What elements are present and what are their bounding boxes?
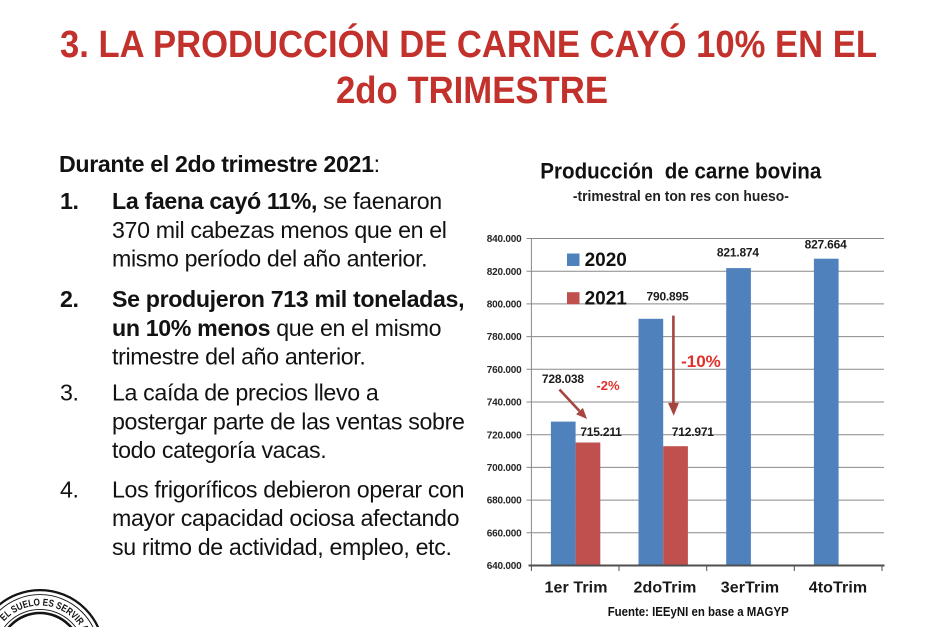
svg-text:740.000: 740.000 <box>487 398 522 409</box>
svg-text:4toTrim: 4toTrim <box>809 580 868 597</box>
svg-text:640.000: 640.000 <box>487 561 522 572</box>
svg-text:un 10% menos que en el mismo: un 10% menos que en el mismo <box>112 315 441 341</box>
svg-text:720.000: 720.000 <box>487 430 522 441</box>
svg-text:postergar parte de las ventas: postergar parte de las ventas sobre <box>112 408 465 434</box>
svg-text:trimestre del año anterior.: trimestre del año anterior. <box>112 344 365 370</box>
svg-text:728.038: 728.038 <box>542 372 585 386</box>
svg-text:La caída de precios llevo a: La caída de precios llevo a <box>112 380 379 406</box>
svg-text:3. LA PRODUCCIÓN DE CARNE CAYÓ: 3. LA PRODUCCIÓN DE CARNE CAYÓ 10% EN EL <box>60 22 877 66</box>
svg-text:su ritmo de actividad, empleo,: su ritmo de actividad, empleo, etc. <box>112 534 452 560</box>
svg-text:-trimestral en ton res con hue: -trimestral en ton res con hueso- <box>573 188 789 205</box>
svg-text:3erTrim: 3erTrim <box>721 580 780 597</box>
svg-text:760.000: 760.000 <box>487 365 522 376</box>
svg-text:800.000: 800.000 <box>487 300 522 311</box>
svg-text:680.000: 680.000 <box>487 496 522 507</box>
svg-text:3.: 3. <box>60 380 79 406</box>
svg-text:mismo período del año anterior: mismo período del año anterior. <box>112 246 427 272</box>
svg-text:-10%: -10% <box>681 352 721 371</box>
svg-text:Durante el 2do trimestre 2021:: Durante el 2do trimestre 2021: <box>59 151 380 177</box>
svg-text:827.664: 827.664 <box>805 237 848 251</box>
svg-text:2do TRIMESTRE: 2do TRIMESTRE <box>336 70 608 112</box>
svg-text:2doTrim: 2doTrim <box>634 580 697 597</box>
svg-text:715.211: 715.211 <box>580 425 622 439</box>
svg-text:La faena cayó 11%, se faenaron: La faena cayó 11%, se faenaron <box>112 188 442 214</box>
svg-text:840.000: 840.000 <box>487 234 522 245</box>
svg-text:todo categoría vacas.: todo categoría vacas. <box>112 437 326 463</box>
svg-text:820.000: 820.000 <box>487 267 522 278</box>
svg-text:780.000: 780.000 <box>487 332 522 343</box>
svg-text:Los frigoríficos debieron oper: Los frigoríficos debieron operar con <box>112 476 464 502</box>
svg-text:1.: 1. <box>60 188 79 214</box>
svg-text:-2%: -2% <box>596 378 620 393</box>
svg-text:Producción de carne bovina: Producción de carne bovina <box>540 159 822 184</box>
svg-text:2.: 2. <box>60 286 79 312</box>
svg-text:Fuente: IEEyNI en base a MAGYP: Fuente: IEEyNI en base a MAGYP <box>608 605 789 619</box>
svg-text:821.874: 821.874 <box>717 245 760 259</box>
svg-text:370 mil cabezas menos que en e: 370 mil cabezas menos que en el <box>112 217 447 243</box>
svg-text:4.: 4. <box>60 476 79 502</box>
svg-text:790.895: 790.895 <box>647 290 690 304</box>
svg-text:Se produjeron 713 mil tonelada: Se produjeron 713 mil toneladas, <box>112 286 464 312</box>
svg-text:712.971: 712.971 <box>672 425 715 439</box>
svg-text:700.000: 700.000 <box>487 463 522 474</box>
svg-text:2020: 2020 <box>585 250 627 271</box>
svg-text:660.000: 660.000 <box>487 528 522 539</box>
svg-text:1er Trim: 1er Trim <box>544 580 607 597</box>
svg-text:mayor capacidad ociosa afectan: mayor capacidad ociosa afectando <box>112 505 459 531</box>
svg-text:2021: 2021 <box>585 289 628 310</box>
